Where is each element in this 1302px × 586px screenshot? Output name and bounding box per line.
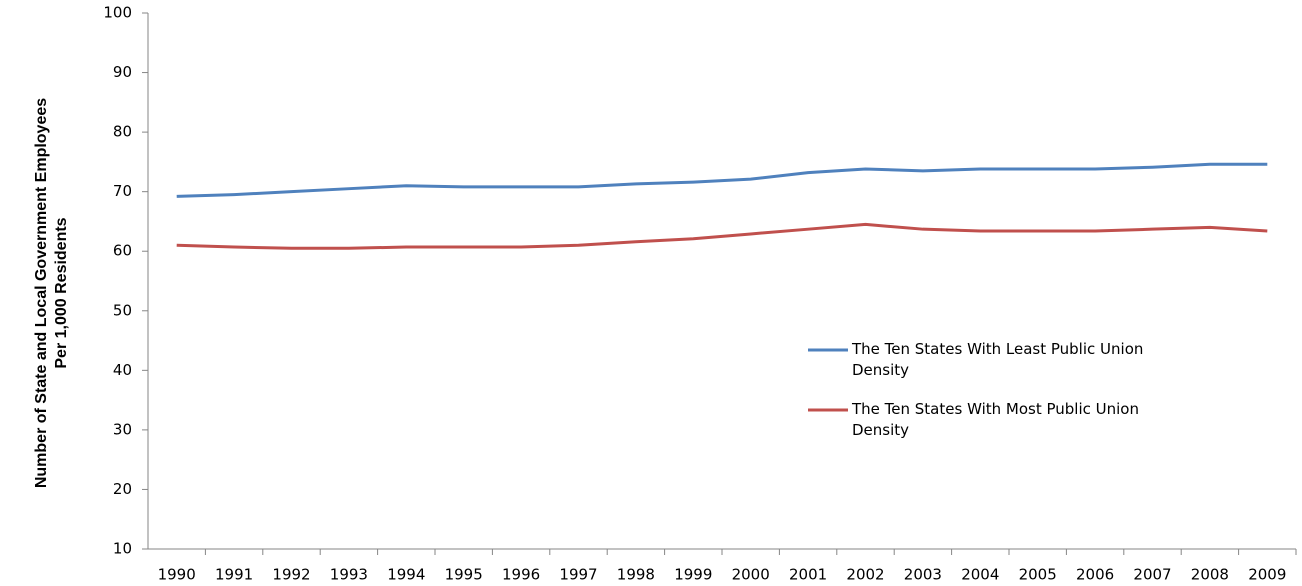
x-tick-label: 1998 [617,566,655,584]
y-tick-label: 60 [113,242,132,260]
legend-label: The Ten States With Least Public Union D… [852,340,1144,379]
legend-label: The Ten States With Most Public Union De… [852,400,1139,439]
x-tick-label: 2004 [961,566,999,584]
y-tick-label: 30 [113,420,132,438]
x-tick-label: 1995 [445,566,483,584]
y-axis-title: Number of State and Local Government Emp… [33,97,70,489]
series-line [176,222,1268,250]
x-tick-label: 2002 [846,566,884,584]
x-tick-label: 1994 [387,566,425,584]
x-tick-label: 1999 [674,566,712,584]
x-tick-label: 1990 [158,566,196,584]
x-tick-label: 2009 [1248,566,1286,584]
y-tick-label: 80 [113,123,132,141]
x-tick-label: 2005 [1019,566,1057,584]
y-tick-label: 50 [113,301,132,319]
x-tick-label: 1997 [559,566,597,584]
y-tick-label: 100 [103,4,132,22]
y-tick-label: 90 [113,63,132,81]
y-tick-label: 40 [113,361,132,379]
series-line [176,162,1268,198]
x-tick-label: 1991 [215,566,253,584]
x-tick-label: 1993 [330,566,368,584]
x-tick-label: 2006 [1076,566,1114,584]
y-tick-label: 70 [113,182,132,200]
x-tick-label: 2007 [1133,566,1171,584]
x-tick-label: 2000 [732,566,770,584]
x-tick-label: 1996 [502,566,540,584]
x-tick-label: 1992 [272,566,310,584]
y-tick-label: 10 [113,540,132,558]
y-tick-label: 20 [113,480,132,498]
x-tick-label: 2008 [1191,566,1229,584]
x-tick-label: 2003 [904,566,942,584]
x-tick-label: 2001 [789,566,827,584]
